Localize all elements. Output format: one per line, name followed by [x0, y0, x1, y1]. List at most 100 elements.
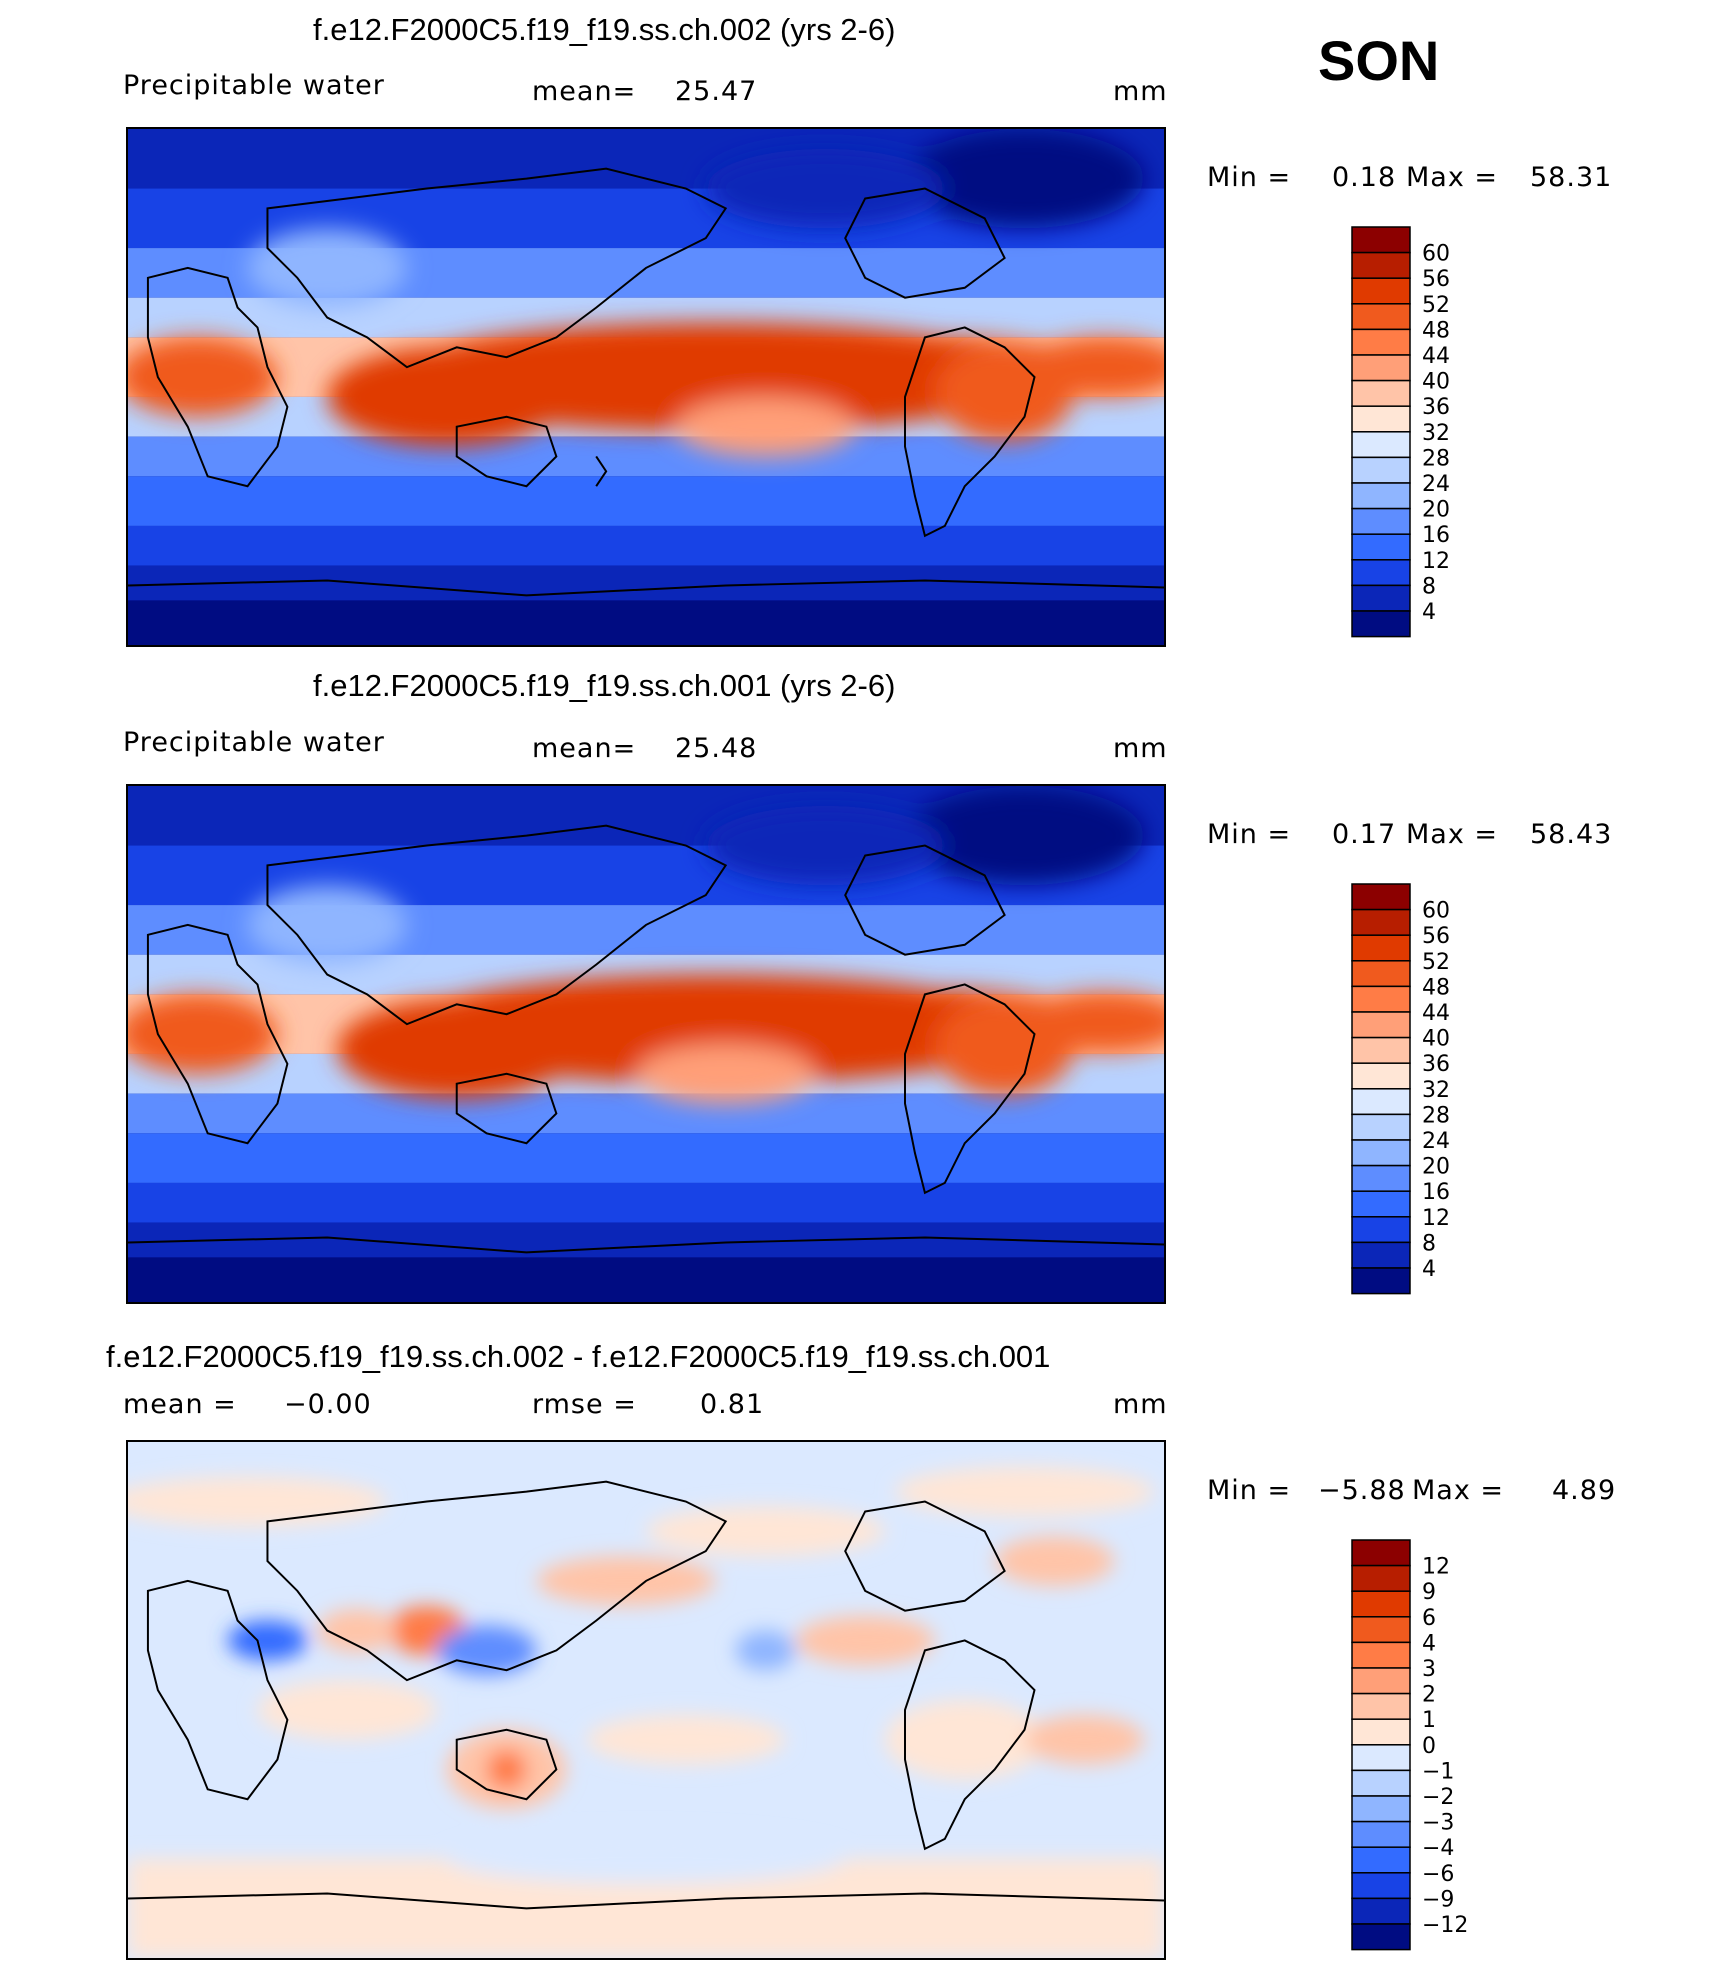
colorbar-swatch	[1351, 303, 1411, 331]
colorbar-swatch	[1351, 1872, 1411, 1900]
panel3-rmse-label: rmse =	[532, 1389, 637, 1420]
panel1-map	[126, 127, 1166, 647]
colorbar-swatch	[1351, 1139, 1411, 1167]
colorbar-swatch	[1351, 1590, 1411, 1618]
panel2-min-value: 0.17	[1332, 819, 1397, 850]
colorbar-tick-label: 44	[1422, 344, 1450, 369]
colorbar-tick-label: 8	[1422, 574, 1436, 599]
colorbar-swatch	[1351, 610, 1411, 638]
panel1-mean-value: 25.47	[675, 76, 758, 107]
panel3-coastlines	[128, 1480, 1164, 1910]
colorbar-swatch	[1351, 1744, 1411, 1772]
panel3-min-value: −5.88	[1318, 1475, 1406, 1506]
colorbar-swatch	[1351, 1241, 1411, 1269]
colorbar-swatch	[1351, 1820, 1411, 1848]
colorbar-swatch	[1351, 1190, 1411, 1218]
panel1-mean-label: mean=	[532, 76, 637, 107]
colorbar-swatch	[1351, 883, 1411, 911]
colorbar-swatch	[1351, 354, 1411, 382]
colorbar-tick-label: 12	[1422, 1555, 1450, 1580]
colorbar-swatch	[1351, 1267, 1411, 1295]
colorbar-swatch	[1351, 277, 1411, 305]
panel3-title: f.e12.F2000C5.f19_f19.ss.ch.002 - f.e12.…	[106, 1339, 1051, 1374]
colorbar-tick-label: 4	[1422, 600, 1436, 625]
colorbar-tick-label: 40	[1422, 370, 1450, 395]
colorbar-tick-label: 44	[1422, 1001, 1450, 1026]
colorbar-tick-label: −1	[1422, 1759, 1454, 1784]
colorbar-tick-label: −9	[1422, 1887, 1454, 1912]
colorbar-swatch	[1351, 1923, 1411, 1951]
colorbar-tick-label: 6	[1422, 1606, 1436, 1631]
colorbar-tick-label: 0	[1422, 1734, 1436, 1759]
colorbar-swatch	[1351, 431, 1411, 459]
panel2-title: f.e12.F2000C5.f19_f19.ss.ch.001 (yrs 2-6…	[313, 668, 896, 703]
colorbar-tick-label: 40	[1422, 1027, 1450, 1052]
panel3-map	[126, 1440, 1166, 1960]
colorbar-swatch	[1351, 1088, 1411, 1116]
colorbar-swatch	[1351, 1539, 1411, 1567]
panel3-max-value: 4.89	[1552, 1475, 1617, 1506]
colorbar-swatch	[1351, 1011, 1411, 1039]
colorbar-swatch	[1351, 1616, 1411, 1644]
colorbar-tick-label: 36	[1422, 1052, 1450, 1077]
colorbar-swatch	[1351, 960, 1411, 988]
colorbar-swatch	[1351, 1164, 1411, 1192]
colorbar-swatch	[1351, 1113, 1411, 1141]
colorbar-tick-label: 4	[1422, 1257, 1436, 1282]
colorbar-swatch	[1351, 1769, 1411, 1797]
panel3-mean-label: mean =	[123, 1389, 237, 1420]
panel1-min-value: 0.18	[1332, 162, 1397, 193]
panel2-max-value: 58.43	[1530, 819, 1613, 850]
colorbar-tick-label: 32	[1422, 421, 1450, 446]
panel2-max-label: Max =	[1406, 819, 1499, 850]
colorbar-swatch	[1351, 226, 1411, 254]
colorbar-tick-label: 56	[1422, 924, 1450, 949]
colorbar-tick-label: 24	[1422, 472, 1450, 497]
colorbar-tick-label: 20	[1422, 1155, 1450, 1180]
colorbar-swatch	[1351, 328, 1411, 356]
colorbar-swatch	[1351, 1718, 1411, 1746]
colorbar-tick-label: 9	[1422, 1580, 1436, 1605]
colorbar-swatch	[1351, 251, 1411, 279]
colorbar-tick-label: −2	[1422, 1785, 1454, 1810]
colorbar-swatch	[1351, 456, 1411, 484]
colorbar-tick-label: 56	[1422, 267, 1450, 292]
panel2-mean-label: mean=	[532, 733, 637, 764]
colorbar-tick-label: 60	[1422, 899, 1450, 924]
colorbar-tick-label: 20	[1422, 498, 1450, 523]
panel3-min-label: Min =	[1207, 1475, 1292, 1506]
colorbar-swatch	[1351, 985, 1411, 1013]
colorbar-tick-label: 48	[1422, 975, 1450, 1000]
panel2-min-label: Min =	[1207, 819, 1292, 850]
season-label: SON	[1318, 29, 1440, 92]
colorbar-tick-label: 28	[1422, 446, 1450, 471]
panel2-variable: Precipitable water	[123, 727, 385, 758]
panel2-map	[126, 784, 1166, 1304]
colorbar-tick-label: 4	[1422, 1631, 1436, 1656]
colorbar-tick-label: 48	[1422, 318, 1450, 343]
colorbar-tick-label: 16	[1422, 1180, 1450, 1205]
colorbar-swatch	[1351, 1641, 1411, 1669]
colorbar-swatch	[1351, 1846, 1411, 1874]
colorbar-swatch	[1351, 1795, 1411, 1823]
colorbar-swatch	[1351, 1036, 1411, 1064]
panel1-title: f.e12.F2000C5.f19_f19.ss.ch.002 (yrs 2-6…	[313, 12, 896, 47]
panel3-max-label: Max =	[1412, 1475, 1505, 1506]
colorbar-tick-label: 8	[1422, 1231, 1436, 1256]
colorbar-tick-label: 52	[1422, 950, 1450, 975]
colorbar-tick-label: 12	[1422, 1206, 1450, 1231]
colorbar-swatch	[1351, 1692, 1411, 1720]
panel1-max-value: 58.31	[1530, 162, 1613, 193]
colorbar-tick-label: 1	[1422, 1708, 1436, 1733]
colorbar-tick-label: −3	[1422, 1811, 1454, 1836]
panel3-mean-value: −0.00	[284, 1389, 372, 1420]
colorbar-swatch	[1351, 584, 1411, 612]
colorbar-tick-label: 3	[1422, 1657, 1436, 1682]
colorbar-swatch	[1351, 1564, 1411, 1592]
colorbar-swatch	[1351, 1897, 1411, 1925]
colorbar-tick-label: −12	[1422, 1913, 1468, 1938]
panel1-units: mm	[1113, 76, 1168, 107]
